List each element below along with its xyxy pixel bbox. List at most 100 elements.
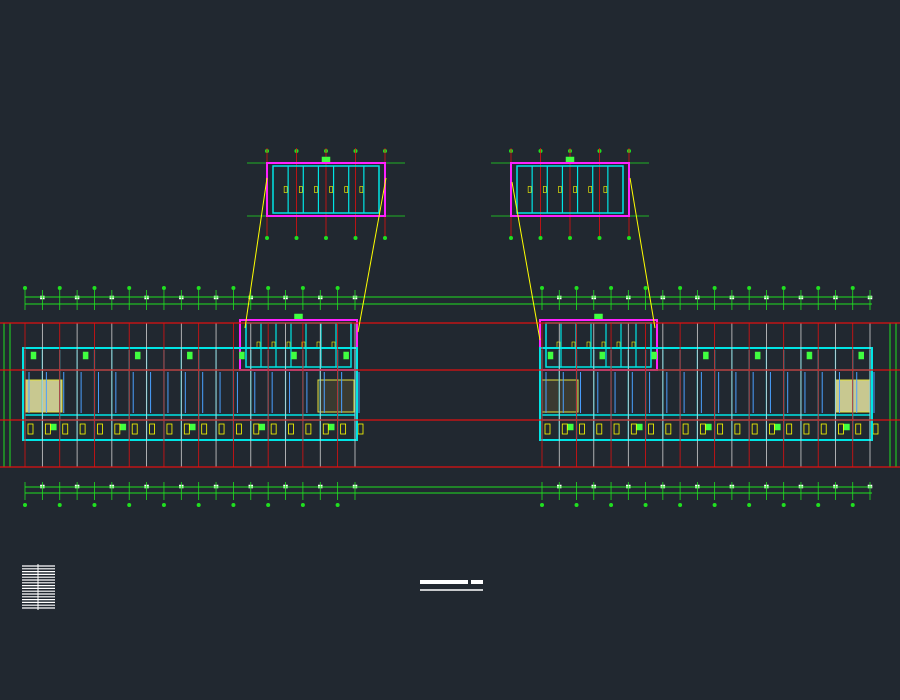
- leader-line: [244, 177, 268, 329]
- axis-bubble: [57, 286, 62, 290]
- axis-bubble: [540, 286, 544, 290]
- symbol: [189, 423, 196, 431]
- fixture: [820, 423, 827, 435]
- fixture: [79, 423, 86, 435]
- axis-bubble: [265, 236, 269, 240]
- axis-bubble: [643, 286, 648, 290]
- fixture: [855, 423, 862, 435]
- axis-bubble: [627, 236, 631, 240]
- symbol: [258, 423, 266, 431]
- fixture: [588, 186, 593, 193]
- fixture: [769, 423, 775, 435]
- fixture: [359, 186, 364, 193]
- axis-bubble: [92, 503, 97, 507]
- fixture: [717, 423, 724, 435]
- leader-line: [511, 181, 541, 341]
- symbol: [30, 351, 37, 360]
- fixture: [665, 423, 672, 435]
- axis-bubble: [850, 286, 855, 290]
- fixture: [270, 423, 277, 435]
- fixture: [682, 423, 689, 435]
- axis-bubble: [266, 286, 271, 290]
- symbol: [343, 351, 349, 360]
- module-wall: [272, 165, 380, 214]
- axis-bubble: [231, 286, 236, 290]
- axis-bubble: [335, 286, 340, 290]
- fixture: [149, 423, 155, 435]
- symbol: [547, 351, 554, 360]
- fixture: [344, 186, 349, 193]
- fixture: [314, 186, 318, 193]
- fixture: [542, 186, 547, 193]
- symbol: [239, 351, 245, 360]
- axis-bubble: [609, 286, 614, 290]
- axis-bubble: [597, 236, 602, 240]
- axis-bubble: [127, 503, 132, 507]
- symbol: [187, 351, 193, 360]
- axis-bubble: [574, 503, 579, 507]
- axis-bubble: [23, 503, 27, 507]
- symbol: [651, 351, 657, 360]
- fixture: [183, 423, 190, 435]
- symbol: [705, 423, 712, 431]
- symbol: [806, 351, 813, 360]
- fixture: [218, 423, 225, 435]
- symbol: [567, 423, 574, 431]
- axis-bubble: [781, 503, 786, 507]
- stair: [541, 379, 579, 413]
- axis-bubble: [781, 286, 786, 290]
- axis-bubble: [161, 503, 166, 507]
- axis-bubble: [609, 503, 614, 507]
- symbol: [774, 423, 781, 431]
- fixture: [803, 423, 810, 435]
- axis-bubble: [712, 286, 717, 290]
- axis-bubble: [574, 286, 579, 290]
- axis-bubble: [383, 236, 387, 240]
- fixture: [734, 423, 741, 435]
- axis-bubble: [568, 236, 572, 240]
- fixture: [603, 186, 608, 193]
- fixture: [561, 423, 568, 435]
- fixture: [27, 423, 34, 435]
- fixture: [630, 423, 637, 435]
- fixture: [62, 423, 69, 435]
- fixture: [97, 423, 103, 435]
- fixture: [340, 423, 347, 435]
- fixture: [558, 186, 562, 193]
- fixture: [329, 186, 333, 193]
- axis-bubble: [747, 503, 752, 507]
- wall: [539, 347, 873, 441]
- axis-bubble: [57, 503, 62, 507]
- symbol: [636, 423, 643, 431]
- axis-bubble: [161, 286, 166, 290]
- fixture: [699, 423, 706, 435]
- axis-bubble: [816, 286, 821, 290]
- scale-bar: [420, 580, 468, 584]
- fixture: [573, 186, 577, 193]
- symbol: [858, 351, 864, 360]
- fixture: [253, 423, 260, 435]
- fixture: [786, 423, 793, 435]
- fixture: [322, 423, 329, 435]
- symbol: [328, 423, 335, 431]
- fixture: [751, 423, 758, 435]
- axis-bubble: [538, 236, 543, 240]
- axis-bubble: [540, 503, 544, 507]
- fixture: [613, 423, 620, 435]
- axis-bubble: [335, 503, 340, 507]
- fixture: [288, 423, 294, 435]
- fixture: [305, 423, 312, 435]
- axis-bubble: [643, 503, 648, 507]
- axis-bubble: [678, 286, 683, 290]
- symbol: [843, 423, 850, 431]
- axis-bubble: [294, 236, 299, 240]
- stair: [25, 379, 63, 413]
- fixture: [527, 186, 532, 193]
- fixture: [544, 423, 551, 435]
- axis-bubble: [196, 503, 201, 507]
- fixture: [648, 423, 654, 435]
- wall: [22, 347, 358, 441]
- fixture: [596, 423, 603, 435]
- axis-bubble: [816, 503, 821, 507]
